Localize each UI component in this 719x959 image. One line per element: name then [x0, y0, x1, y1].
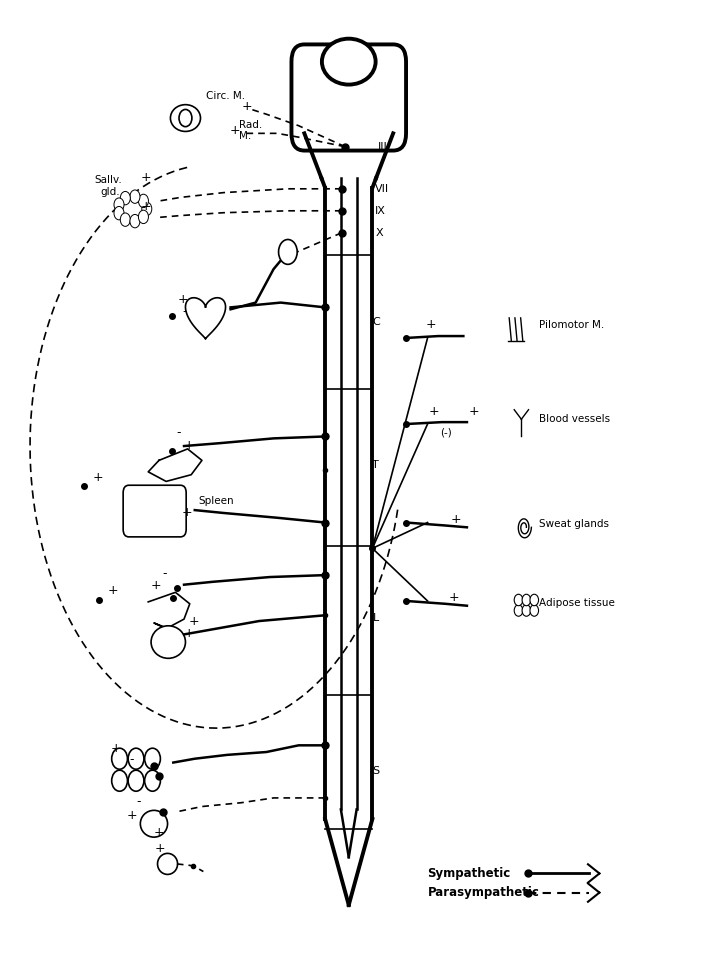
Text: Rad.: Rad. [239, 120, 262, 129]
Ellipse shape [151, 626, 186, 658]
Circle shape [139, 195, 148, 207]
Circle shape [111, 770, 127, 791]
Text: +: + [451, 512, 461, 526]
Text: +: + [429, 406, 439, 418]
Text: +: + [127, 809, 137, 822]
Text: Blood vessels: Blood vessels [539, 414, 610, 424]
Text: +: + [182, 505, 193, 519]
Text: +: + [153, 826, 164, 839]
Circle shape [514, 595, 523, 606]
Text: +: + [141, 171, 152, 184]
Circle shape [514, 605, 523, 617]
Circle shape [530, 605, 539, 617]
Text: -: - [177, 427, 181, 439]
Text: T: T [372, 460, 379, 470]
Circle shape [145, 770, 160, 791]
Text: III: III [378, 142, 388, 152]
Text: +: + [178, 292, 188, 306]
Circle shape [130, 215, 140, 228]
Text: -: - [162, 567, 167, 580]
Ellipse shape [140, 810, 168, 837]
Circle shape [130, 190, 140, 203]
Text: Parasympathetic: Parasympathetic [428, 886, 539, 900]
Text: +: + [449, 591, 459, 604]
Circle shape [114, 198, 124, 211]
Text: +: + [242, 101, 252, 113]
Text: VII: VII [375, 184, 390, 194]
Text: +: + [155, 842, 165, 855]
Circle shape [128, 770, 144, 791]
Text: X: X [375, 228, 383, 238]
Ellipse shape [322, 38, 375, 84]
Text: +: + [93, 472, 104, 484]
Text: +: + [150, 578, 161, 592]
FancyBboxPatch shape [123, 485, 186, 537]
Circle shape [522, 605, 531, 617]
Text: +: + [189, 615, 200, 628]
Text: -: - [129, 754, 134, 766]
Circle shape [139, 210, 148, 223]
Text: Adipose tissue: Adipose tissue [539, 597, 615, 608]
FancyBboxPatch shape [291, 44, 406, 151]
Text: +: + [426, 318, 436, 332]
Circle shape [278, 240, 297, 265]
Text: S: S [372, 766, 380, 776]
Ellipse shape [170, 105, 201, 131]
Text: +: + [141, 199, 152, 213]
Text: M.: M. [239, 131, 252, 141]
Text: +: + [111, 742, 122, 755]
Circle shape [114, 206, 124, 220]
Text: L: L [372, 613, 379, 623]
Text: +: + [107, 584, 118, 597]
Text: (-): (-) [441, 428, 452, 437]
Text: Sallv.: Sallv. [94, 175, 122, 185]
Text: +: + [469, 406, 480, 418]
Circle shape [530, 595, 539, 606]
Circle shape [128, 748, 144, 769]
Circle shape [179, 109, 192, 127]
Text: Sweat glands: Sweat glands [539, 520, 608, 529]
Text: +: + [183, 627, 194, 641]
Text: Circ. M.: Circ. M. [206, 91, 244, 101]
Circle shape [142, 202, 152, 216]
Circle shape [145, 748, 160, 769]
Circle shape [120, 192, 130, 205]
Text: Pilomotor M.: Pilomotor M. [539, 320, 604, 331]
Text: Spleen: Spleen [198, 497, 234, 506]
Text: +: + [184, 439, 195, 452]
Circle shape [522, 595, 531, 606]
Text: gld.: gld. [100, 187, 120, 197]
Circle shape [120, 213, 130, 226]
Circle shape [111, 748, 127, 769]
Text: +: + [229, 125, 239, 137]
Text: Sympathetic: Sympathetic [428, 867, 510, 880]
Text: IX: IX [375, 206, 386, 216]
Text: -: - [182, 305, 186, 318]
Text: -: - [136, 795, 140, 807]
Ellipse shape [157, 854, 178, 875]
Text: C: C [372, 316, 380, 327]
